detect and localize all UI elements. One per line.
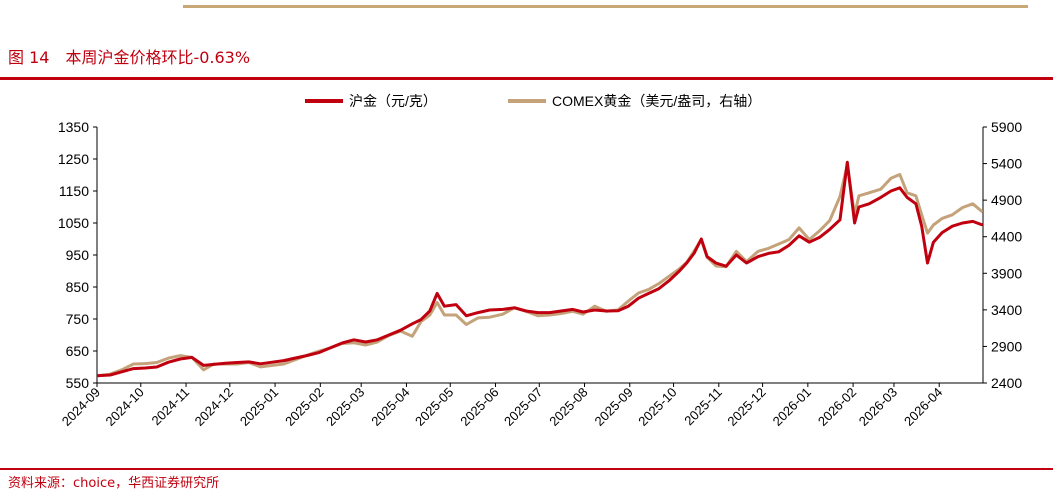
legend-item-comex-gold-label: COMEX黄金（美元/盎司，右轴） xyxy=(552,93,761,109)
x-tick-label: 2024-11 xyxy=(148,385,192,429)
y-right-tick-label: 4900 xyxy=(991,192,1022,208)
y-right-tick-label: 3900 xyxy=(991,265,1022,281)
y-right-tick-label: 3400 xyxy=(991,302,1022,318)
series-lines xyxy=(97,160,983,378)
x-tick-label: 2026-01 xyxy=(770,385,814,429)
title-underline xyxy=(0,77,1053,80)
y-left-tick-label: 750 xyxy=(66,311,90,327)
y-left-tick-label: 950 xyxy=(66,247,90,263)
y-right-tick-label: 5400 xyxy=(991,156,1022,172)
series-line-comex-gold xyxy=(97,163,983,378)
x-tick-label: 2025-11 xyxy=(681,385,725,429)
x-tick-label: 2025-02 xyxy=(282,385,326,429)
x-tick-label: 2024-09 xyxy=(59,385,103,429)
x-tick-label: 2025-12 xyxy=(724,385,768,429)
x-tick-label: 2026-04 xyxy=(901,385,945,429)
x-tick-label: 2025-04 xyxy=(368,385,412,429)
x-tick-label: 2025-10 xyxy=(635,385,679,429)
y-left-tick-label: 1250 xyxy=(58,151,89,167)
axes: 1350 1250 1150 1050 950 850 750 650 550 5900 5400 4… xyxy=(58,119,1023,429)
footer-rule xyxy=(0,468,1053,470)
y-left-tick-label: 1350 xyxy=(58,119,89,135)
legend: 沪金（元/克） COMEX黄金（美元/盎司，右轴） xyxy=(305,93,761,109)
x-tick-label: 2026-02 xyxy=(815,385,859,429)
y-right-tick-label: 4400 xyxy=(991,229,1022,245)
y-right-tick-label: 2900 xyxy=(991,338,1022,354)
x-tick-label: 2025-03 xyxy=(323,385,367,429)
y-left-tick-label: 650 xyxy=(66,343,90,359)
x-tick-label: 2025-05 xyxy=(412,385,456,429)
x-tick-label: 2024-10 xyxy=(103,385,147,429)
x-tick-label: 2024-12 xyxy=(192,385,236,429)
x-tick-label: 2025-08 xyxy=(546,385,590,429)
y-left-tick-label: 1050 xyxy=(58,215,89,231)
x-tick-label: 2025-09 xyxy=(592,385,636,429)
top-decorative-rule xyxy=(183,5,1028,8)
x-tick-label: 2025-01 xyxy=(237,385,281,429)
y-left-tick-label: 550 xyxy=(66,375,90,391)
gold-price-chart: 沪金（元/克） COMEX黄金（美元/盎司，右轴） 1350 1250 1150 105… xyxy=(58,93,1023,429)
y-left-tick-label: 850 xyxy=(66,279,90,295)
series-line-shfe-gold xyxy=(97,160,983,378)
y-right-tick-label: 2400 xyxy=(991,375,1022,391)
y-left-tick-label: 1150 xyxy=(59,183,89,199)
x-tick-label: 2025-07 xyxy=(501,385,545,429)
y-right-tick-label: 5900 xyxy=(991,119,1022,135)
source-note: 资料来源：choice，华西证券研究所 xyxy=(8,476,220,491)
figure-title: 图 14 本周沪金价格环比-0.63% xyxy=(8,48,251,67)
x-tick-label: 2026-03 xyxy=(856,385,900,429)
x-tick-label: 2025-06 xyxy=(457,385,501,429)
legend-item-shfe-gold-label: 沪金（元/克） xyxy=(349,93,437,109)
